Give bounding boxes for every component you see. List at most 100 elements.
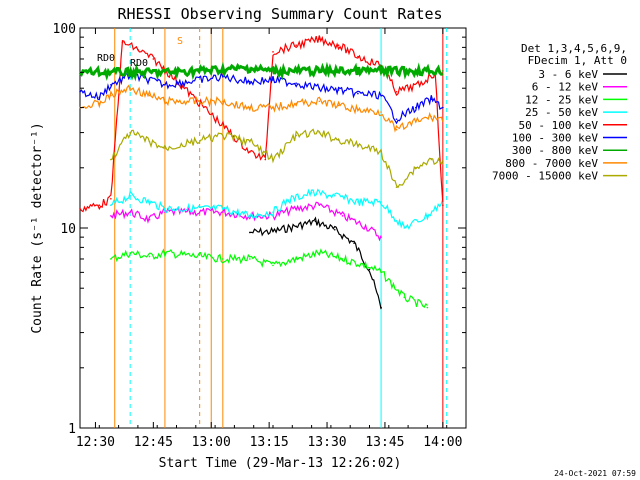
legend-label-6: 300 - 800 keV: [512, 144, 598, 157]
data-point-0-0: [249, 231, 251, 234]
data-point-3-13: [426, 215, 429, 217]
legend-label-4: 50 - 100 keV: [519, 119, 599, 132]
annotation-rd0-1: RD0: [97, 53, 115, 64]
data-point-2-4: [222, 258, 224, 260]
data-point-5-15: [415, 106, 417, 109]
data-point-0-2: [295, 225, 297, 228]
data-point-6-3: [249, 67, 251, 69]
data-point-2-0: [110, 258, 112, 260]
data-point-2-13: [426, 306, 429, 309]
data-point-4-0: [79, 207, 81, 210]
data-point-2-7: [295, 258, 297, 260]
legend-header-line-2: FDecim 1, Att 0: [528, 54, 627, 67]
data-point-5-17: [442, 106, 444, 109]
data-point-5-9: [295, 82, 297, 84]
data-point-3-6: [272, 211, 274, 213]
data-point-4-7: [249, 151, 251, 153]
legend-label-5: 100 - 300 keV: [512, 132, 598, 145]
data-point-4-2: [110, 197, 112, 200]
y-tick-label-2: 100: [53, 22, 76, 37]
data-point-4-8: [264, 158, 267, 161]
data-point-3-4: [222, 207, 224, 210]
legend-label-8: 7000 - 15000 keV: [492, 170, 598, 183]
data-point-8-2: [148, 140, 151, 143]
data-point-4-3: [121, 41, 124, 43]
annotation-s: S: [177, 36, 183, 47]
data-point-1-0: [110, 215, 112, 217]
data-point-8-7: [295, 134, 297, 137]
data-point-4-15: [395, 90, 398, 93]
data-point-7-14: [395, 128, 398, 131]
data-point-6-7: [442, 70, 444, 72]
data-point-2-5: [249, 258, 251, 260]
legend-label-2: 12 - 25 keV: [525, 93, 598, 106]
data-point-7-11: [337, 104, 340, 107]
data-point-1-10: [364, 225, 367, 228]
data-point-3-8: [310, 191, 313, 194]
x-tick-label-6: 14:00: [423, 435, 462, 450]
axis-layer: 12:30 12:45 13:00 13:15 13:30 13:45 14:00 1 10 10…: [53, 22, 467, 450]
data-point-5-4: [148, 79, 151, 81]
legend-header-line-1: Det 1,3,4,5,6,9,: [521, 42, 627, 55]
data-point-5-2: [110, 83, 112, 86]
y-axis-label: Count Rate (s⁻¹ detector⁻¹): [30, 122, 45, 333]
data-point-8-13: [415, 166, 417, 169]
data-point-3-2: [148, 201, 151, 203]
data-point-6-5: [326, 70, 328, 72]
data-point-8-14: [430, 158, 433, 161]
data-point-8-10: [357, 144, 359, 146]
data-point-1-9: [341, 215, 344, 217]
x-axis-label: Start Time (29-Mar-13 12:26:02): [159, 456, 402, 471]
data-point-1-8: [318, 204, 321, 207]
data-point-7-4: [148, 94, 151, 97]
data-point-3-11: [380, 201, 382, 203]
data-point-4-18: [442, 204, 444, 207]
data-point-7-3: [129, 87, 131, 90]
x-tick-label-0: 12:30: [76, 435, 115, 450]
data-point-2-11: [380, 271, 382, 274]
data-point-8-3: [164, 147, 166, 150]
data-point-2-1: [129, 252, 131, 254]
data-point-0-3: [314, 220, 317, 223]
data-point-4-4: [137, 48, 139, 51]
data-point-7-13: [380, 111, 382, 113]
data-point-5-13: [380, 94, 382, 97]
data-point-7-7: [249, 106, 251, 109]
legend-label-3: 25 - 50 keV: [525, 106, 598, 119]
data-point-0-1: [272, 230, 274, 233]
data-point-2-3: [164, 252, 166, 254]
data-point-8-8: [318, 131, 321, 134]
series-line-3: [110, 188, 444, 230]
data-point-6-4: [272, 70, 274, 72]
data-point-0-7: [380, 306, 382, 309]
data-point-4-5: [152, 58, 155, 60]
data-point-7-5: [164, 100, 166, 103]
data-point-2-9: [341, 258, 344, 260]
data-point-7-8: [272, 106, 274, 109]
data-point-0-4: [333, 228, 336, 231]
data-point-5-16: [430, 98, 433, 101]
x-tick-label-4: 13:30: [307, 435, 346, 450]
x-tick-label-5: 13:45: [365, 435, 404, 450]
x-tick-label-2: 13:00: [192, 435, 231, 450]
data-point-7-9: [295, 102, 297, 105]
series-layer: [78, 35, 444, 310]
chart-title: RHESSI Observing Summary Count Rates: [117, 5, 442, 23]
data-point-4-9: [272, 51, 274, 53]
legend-label-0: 3 - 6 keV: [538, 68, 598, 81]
data-point-6-6: [380, 70, 382, 72]
data-point-7-17: [442, 118, 444, 120]
series-line-6: [78, 61, 444, 82]
data-point-5-10: [318, 87, 321, 90]
data-point-8-12: [395, 186, 398, 188]
series-line-7: [79, 84, 444, 133]
data-point-8-9: [337, 139, 340, 141]
data-point-7-12: [357, 108, 359, 111]
data-point-7-1: [98, 102, 101, 105]
data-point-1-1: [129, 211, 131, 213]
data-point-7-10: [318, 100, 321, 103]
data-point-2-12: [403, 296, 406, 299]
series-line-2: [110, 248, 428, 308]
data-point-8-15: [442, 162, 444, 165]
